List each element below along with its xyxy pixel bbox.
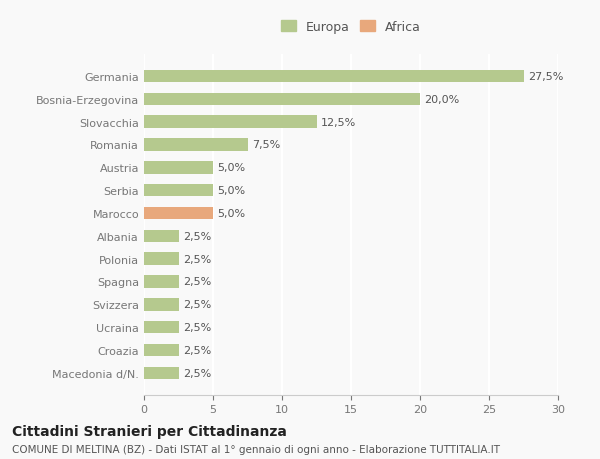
Text: 5,0%: 5,0% — [217, 186, 245, 196]
Bar — [144, 367, 179, 379]
Text: 5,0%: 5,0% — [217, 208, 245, 218]
Text: 12,5%: 12,5% — [320, 118, 356, 127]
Text: 20,0%: 20,0% — [424, 95, 460, 105]
Bar — [144, 230, 179, 242]
Bar — [144, 93, 420, 106]
Text: 2,5%: 2,5% — [182, 254, 211, 264]
Bar — [144, 162, 213, 174]
Text: Cittadini Stranieri per Cittadinanza: Cittadini Stranieri per Cittadinanza — [12, 425, 287, 438]
Text: COMUNE DI MELTINA (BZ) - Dati ISTAT al 1° gennaio di ogni anno - Elaborazione TU: COMUNE DI MELTINA (BZ) - Dati ISTAT al 1… — [12, 444, 500, 454]
Legend: Europa, Africa: Europa, Africa — [277, 17, 425, 38]
Bar — [144, 185, 213, 197]
Text: 2,5%: 2,5% — [182, 345, 211, 355]
Bar — [144, 321, 179, 334]
Bar — [144, 139, 248, 151]
Bar — [144, 71, 523, 83]
Text: 5,0%: 5,0% — [217, 163, 245, 173]
Text: 27,5%: 27,5% — [527, 72, 563, 82]
Bar — [144, 253, 179, 265]
Bar — [144, 116, 317, 129]
Text: 2,5%: 2,5% — [182, 323, 211, 332]
Text: 7,5%: 7,5% — [251, 140, 280, 150]
Text: 2,5%: 2,5% — [182, 231, 211, 241]
Bar — [144, 298, 179, 311]
Bar — [144, 275, 179, 288]
Text: 2,5%: 2,5% — [182, 300, 211, 310]
Bar — [144, 207, 213, 220]
Text: 2,5%: 2,5% — [182, 368, 211, 378]
Text: 2,5%: 2,5% — [182, 277, 211, 287]
Bar — [144, 344, 179, 357]
